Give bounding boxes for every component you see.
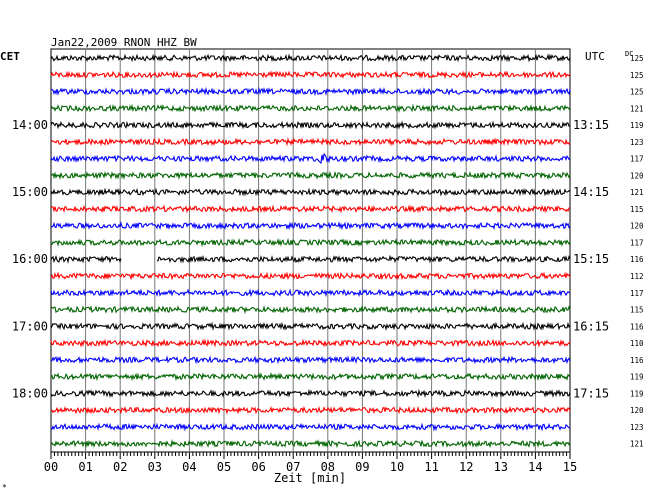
dc-value: 110 [630, 339, 644, 348]
trace-row-3 [50, 103, 571, 113]
trace-row-10 [50, 221, 571, 231]
right-timezone-label: UTC [585, 50, 605, 63]
left-timezone-label: CET [0, 50, 20, 63]
dc-value: 121 [630, 104, 644, 113]
left-hour-labels: 14:00 15:00 16:00 17:00 18:00 [12, 118, 48, 400]
trace-row-13 [50, 271, 571, 281]
trace-row-7 [50, 170, 571, 180]
right-hour-label: 16:15 [573, 319, 609, 333]
dc-value: 125 [630, 71, 644, 80]
dc-value: 119 [630, 373, 644, 382]
left-hour-label: 17:00 [12, 319, 48, 333]
trace-row-22 [50, 422, 571, 432]
dc-value: 115 [630, 205, 644, 214]
trace-row-20 [50, 388, 571, 398]
trace-row-2 [50, 86, 571, 97]
right-hour-label: 13:15 [573, 118, 609, 132]
trace-row-1 [50, 70, 571, 80]
chart-title: Jan22,2009 RNON HHZ BW [51, 36, 197, 49]
dc-value: 117 [630, 238, 644, 247]
dc-value: 120 [630, 171, 644, 180]
x-tick-label: 06 [251, 460, 265, 474]
dc-value: 120 [630, 222, 644, 231]
right-hour-label: 17:15 [573, 386, 609, 400]
x-tick-label: 07 [286, 460, 300, 474]
trace-row-5 [50, 137, 571, 147]
x-tick-label: 13 [494, 460, 508, 474]
left-hour-label: 18:00 [12, 386, 48, 400]
x-tick-label: 01 [78, 460, 92, 474]
dc-value: 117 [630, 289, 644, 298]
minute-gridlines [85, 49, 536, 452]
left-hour-label: 16:00 [12, 252, 48, 266]
x-tick-label: 12 [459, 460, 473, 474]
left-hour-label: 15:00 [12, 185, 48, 199]
trace-row-17 [50, 338, 571, 348]
trace-row-8 [50, 187, 571, 197]
dc-value: 116 [630, 322, 644, 331]
trace-row-19 [50, 371, 571, 382]
dc-value: 116 [630, 255, 644, 264]
dc-value: 123 [630, 423, 644, 432]
dc-header: DC [625, 50, 633, 58]
dc-value: 117 [630, 155, 644, 164]
trace-row-11 [50, 237, 571, 248]
trace-row-12 [50, 254, 571, 264]
x-tick-label: 02 [113, 460, 127, 474]
trace-row-0 [50, 53, 571, 63]
x-tick-label: 15 [563, 460, 577, 474]
dc-value: 119 [630, 121, 644, 130]
trace-row-18 [50, 355, 571, 365]
dc-value: 125 [630, 88, 644, 97]
dc-values: 125 125 125 121 119 123 117 120 121 115 120 117 116 1… [630, 54, 644, 449]
x-tick-label: 04 [182, 460, 196, 474]
dc-value: 115 [630, 306, 644, 315]
trace-row-4 [50, 120, 571, 130]
trace-row-23 [50, 439, 571, 449]
x-axis-title: Zeit [min] [274, 471, 346, 485]
x-tick-label: 10 [390, 460, 404, 474]
x-tick-label: 09 [355, 460, 369, 474]
trace-row-21 [50, 405, 571, 415]
x-tick-label: 03 [148, 460, 162, 474]
dc-value: 125 [630, 54, 644, 63]
footer-mark: * [2, 483, 7, 492]
x-tick-label: 11 [424, 460, 438, 474]
trace-row-16 [50, 321, 571, 331]
x-axis: 00 01 02 03 04 05 06 07 08 09 10 11 12 13 14 15 [44, 452, 577, 474]
dc-value: 123 [630, 138, 644, 147]
x-tick-label: 14 [528, 460, 542, 474]
x-tick-label: 05 [217, 460, 231, 474]
dc-value: 112 [630, 272, 644, 281]
dc-value: 119 [630, 389, 644, 398]
trace-row-14 [50, 288, 571, 298]
dc-value: 121 [630, 440, 644, 449]
trace-row-15 [50, 304, 571, 315]
trace-row-9 [50, 204, 571, 214]
right-hour-label: 15:15 [573, 252, 609, 266]
left-hour-label: 14:00 [12, 118, 48, 132]
x-tick-label: 08 [321, 460, 335, 474]
dc-value: 116 [630, 356, 644, 365]
seismic-traces [50, 53, 571, 449]
right-hour-label: 14:15 [573, 185, 609, 199]
right-hour-labels: 13:15 14:15 15:15 16:15 17:15 [573, 118, 609, 400]
dc-value: 121 [630, 188, 644, 197]
dc-value: 120 [630, 406, 644, 415]
trace-row-6 [50, 153, 571, 165]
x-tick-label: 00 [44, 460, 58, 474]
